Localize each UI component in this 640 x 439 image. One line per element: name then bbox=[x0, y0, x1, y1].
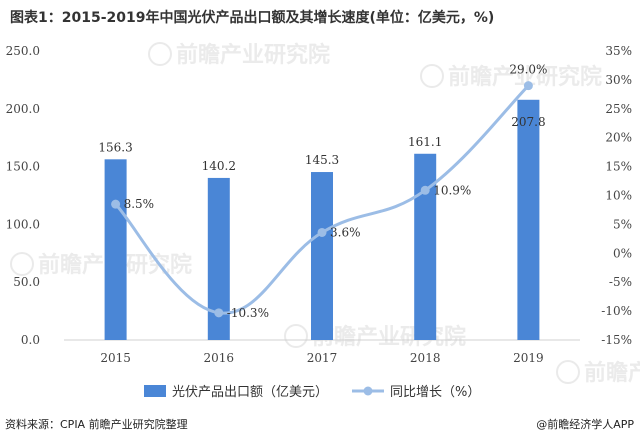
watermark-logo-icon bbox=[556, 360, 580, 384]
y-right-tick-label: 15% bbox=[605, 160, 632, 174]
y-left-tick-label: 50.0 bbox=[13, 275, 40, 289]
axes: 0.0 50.0 100.0 150.0 200.0 250.0 -15% -10% -5% 0%… bbox=[6, 44, 632, 365]
y-right-tick-label: -5% bbox=[609, 275, 632, 289]
y-right-tick-label: 0% bbox=[613, 246, 632, 260]
y-right-tick-label: 10% bbox=[605, 189, 632, 203]
line-point bbox=[317, 227, 327, 237]
bar bbox=[517, 99, 540, 340]
bar-value-label: 207.8 bbox=[511, 115, 545, 129]
watermark-logo-icon bbox=[10, 252, 34, 276]
y-right-tick-label: 5% bbox=[613, 217, 632, 231]
watermark-logo-icon bbox=[420, 64, 444, 88]
bar-value-label: 156.3 bbox=[98, 140, 132, 154]
watermark: 前瞻产业研究院 bbox=[148, 42, 330, 68]
bar-value-label: 161.1 bbox=[408, 135, 442, 149]
y-right-tick-label: 35% bbox=[605, 44, 632, 58]
watermark: 前瞻产业研究院 bbox=[10, 252, 192, 278]
y-left-tick-label: 100.0 bbox=[6, 217, 40, 231]
legend-line-marker bbox=[363, 386, 373, 396]
credit-note: @前瞻经济学人APP bbox=[536, 418, 634, 431]
legend-bar-swatch bbox=[144, 385, 166, 397]
legend: 光伏产品出口额（亿美元） 同比增长（%） bbox=[144, 385, 480, 400]
y-right-tick-label: 20% bbox=[605, 131, 632, 145]
x-tick-label: 2019 bbox=[513, 351, 544, 365]
source-note: 资料来源：CPIA 前瞻产业研究院整理 bbox=[5, 418, 188, 431]
x-tick-label: 2017 bbox=[307, 351, 338, 365]
watermark-text: 前瞻产业研究院 bbox=[176, 42, 330, 68]
legend-bar-label: 光伏产品出口额（亿美元） bbox=[172, 385, 328, 400]
bar bbox=[414, 153, 437, 340]
data-labels: 156.3 140.2 145.3 161.1 207.8 8.5% -10.3% 3.6% 1… bbox=[98, 63, 547, 320]
bar-value-label: 145.3 bbox=[305, 153, 339, 167]
bar bbox=[207, 177, 230, 340]
y-right-tick-label: -15% bbox=[601, 333, 632, 347]
watermark-text: 前瞻产业研究院 bbox=[312, 324, 466, 350]
chart-title: 图表1：2015-2019年中国光伏产品出口额及其增长速度(单位：亿美元，%) bbox=[10, 10, 495, 26]
bar bbox=[104, 159, 127, 340]
watermark: 前瞻产业研究院 bbox=[556, 360, 640, 386]
line-series bbox=[111, 81, 533, 318]
line-value-label: 8.5% bbox=[124, 197, 155, 211]
line-value-label: 3.6% bbox=[330, 225, 361, 239]
y-left-tick-label: 150.0 bbox=[6, 160, 40, 174]
line-value-label: -10.3% bbox=[227, 306, 269, 320]
bar-series bbox=[104, 99, 540, 340]
y-left-tick-label: 250.0 bbox=[6, 44, 40, 58]
x-tick-label: 2018 bbox=[410, 351, 441, 365]
line-point bbox=[523, 81, 533, 91]
line-point bbox=[214, 308, 224, 318]
line-value-label: 29.0% bbox=[509, 63, 547, 77]
x-tick-label: 2016 bbox=[204, 351, 235, 365]
y-right-tick-label: 25% bbox=[605, 102, 632, 116]
line-point bbox=[111, 199, 121, 209]
line-point bbox=[420, 185, 430, 195]
watermark-logo-icon bbox=[284, 324, 308, 348]
y-left-tick-label: 200.0 bbox=[6, 102, 40, 116]
watermark: 前瞻产业研究院 bbox=[284, 324, 466, 350]
y-right-tick-label: 30% bbox=[605, 73, 632, 87]
watermark-text: 前瞻产业研究院 bbox=[584, 360, 640, 386]
bar-value-label: 140.2 bbox=[202, 159, 236, 173]
watermark-logo-icon bbox=[148, 42, 172, 66]
y-right-tick-label: -10% bbox=[601, 304, 632, 318]
y-left-tick-label: 0.0 bbox=[21, 333, 40, 347]
x-tick-label: 2015 bbox=[100, 351, 131, 365]
line-value-label: 10.9% bbox=[433, 183, 471, 197]
legend-line-label: 同比增长（%） bbox=[390, 385, 480, 400]
bar bbox=[311, 172, 333, 340]
